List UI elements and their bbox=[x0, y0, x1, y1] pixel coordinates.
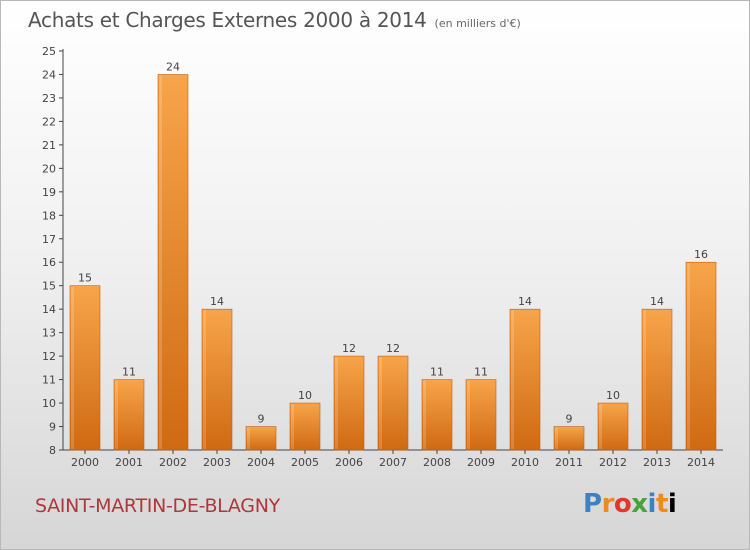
bar-2010 bbox=[509, 308, 541, 451]
bar-2009 bbox=[465, 379, 497, 451]
data-label-2014: 16 bbox=[694, 248, 708, 261]
logo-letter: o bbox=[613, 489, 632, 519]
bar-highlight bbox=[599, 404, 602, 449]
bar-highlight bbox=[159, 75, 162, 450]
y-tick-label: 14 bbox=[42, 303, 56, 316]
logo-letter: i bbox=[647, 489, 657, 519]
x-tick-label: 2013 bbox=[643, 456, 671, 469]
bar-2008 bbox=[421, 379, 453, 451]
x-tick-label: 2014 bbox=[687, 456, 715, 469]
commune-name: SAINT-MARTIN-DE-BLAGNY bbox=[35, 495, 280, 517]
data-label-2011: 9 bbox=[566, 413, 573, 426]
bar-highlight bbox=[379, 357, 382, 449]
y-tick-label: 19 bbox=[42, 186, 56, 199]
data-label-2013: 14 bbox=[650, 295, 664, 308]
y-tick-label: 21 bbox=[42, 139, 56, 152]
logo-letter: t bbox=[655, 489, 668, 519]
data-label-2009: 11 bbox=[474, 366, 488, 379]
y-tick-label: 15 bbox=[42, 280, 56, 293]
data-label-2006: 12 bbox=[342, 342, 356, 355]
data-label-2003: 14 bbox=[210, 295, 224, 308]
x-tick-label: 2000 bbox=[71, 456, 99, 469]
x-tick-label: 2008 bbox=[423, 456, 451, 469]
bar-highlight bbox=[71, 286, 74, 449]
axes: 8 9 10 11 12 13 14 15 16 17 18 19 20 21 22 23 24 25 2000 20… bbox=[42, 45, 723, 469]
y-tick-label: 22 bbox=[42, 115, 56, 128]
data-label-2000: 15 bbox=[78, 272, 92, 285]
y-tick-label: 10 bbox=[42, 397, 56, 410]
logo-letter: P bbox=[583, 489, 602, 519]
data-label-2008: 11 bbox=[430, 366, 444, 379]
x-tick-label: 2004 bbox=[247, 456, 275, 469]
data-label-2010: 14 bbox=[518, 295, 532, 308]
y-tick-label: 11 bbox=[42, 374, 56, 387]
bar-2000 bbox=[69, 285, 101, 451]
bar-highlight bbox=[203, 310, 206, 449]
y-tick-label: 20 bbox=[42, 162, 56, 175]
x-tick-label: 2010 bbox=[511, 456, 539, 469]
logo-letter: r bbox=[601, 489, 615, 519]
logo-letter: x bbox=[631, 489, 648, 519]
y-tick-label: 25 bbox=[42, 45, 56, 58]
x-tick-label: 2011 bbox=[555, 456, 583, 469]
proxiti-logo[interactable]: Proxiti bbox=[583, 489, 677, 519]
bar-2004 bbox=[245, 426, 277, 451]
bar-2011 bbox=[553, 426, 585, 451]
bar-highlight bbox=[555, 427, 558, 449]
chart-title: Achats et Charges Externes 2000 à 2014 (e… bbox=[28, 8, 521, 32]
bars bbox=[69, 74, 717, 451]
bar-2013 bbox=[641, 308, 673, 451]
bar-highlight bbox=[423, 380, 426, 449]
bar-2012 bbox=[597, 402, 629, 451]
chart-unit: (en milliers d'€) bbox=[434, 17, 521, 30]
bar-2002 bbox=[157, 74, 189, 451]
bar-highlight bbox=[247, 427, 250, 449]
bar-highlight bbox=[643, 310, 646, 449]
data-label-2005: 10 bbox=[298, 389, 312, 402]
bar-2005 bbox=[289, 402, 321, 451]
y-tick-label: 13 bbox=[42, 327, 56, 340]
x-tick-label: 2002 bbox=[159, 456, 187, 469]
bar-2007 bbox=[377, 355, 409, 451]
data-labels: 15 11 24 14 9 10 12 12 11 11 14 9 10 14 16 bbox=[78, 60, 708, 425]
y-tick-label: 24 bbox=[42, 68, 56, 81]
y-tick-label: 9 bbox=[49, 421, 56, 434]
y-tick-label: 16 bbox=[42, 256, 56, 269]
x-tick-label: 2007 bbox=[379, 456, 407, 469]
bar-highlight bbox=[687, 263, 690, 449]
data-label-2004: 9 bbox=[258, 413, 265, 426]
y-tick-label: 23 bbox=[42, 92, 56, 105]
chart-title-text: Achats et Charges Externes 2000 à 2014 bbox=[28, 8, 427, 32]
x-tick-label: 2006 bbox=[335, 456, 363, 469]
bar-highlight bbox=[115, 380, 118, 449]
bar-2001 bbox=[113, 379, 145, 451]
data-label-2001: 11 bbox=[122, 366, 136, 379]
bar-2006 bbox=[333, 355, 365, 451]
data-label-2012: 10 bbox=[606, 389, 620, 402]
x-tick-label: 2009 bbox=[467, 456, 495, 469]
data-label-2002: 24 bbox=[166, 60, 180, 73]
bar-highlight bbox=[291, 404, 294, 449]
x-tick-label: 2001 bbox=[115, 456, 143, 469]
y-tick-label: 8 bbox=[49, 444, 56, 457]
data-label-2007: 12 bbox=[386, 342, 400, 355]
x-tick-label: 2005 bbox=[291, 456, 319, 469]
bar-highlight bbox=[467, 380, 470, 449]
logo-letter: i bbox=[667, 489, 677, 519]
bar-2003 bbox=[201, 308, 233, 451]
y-tick-label: 18 bbox=[42, 209, 56, 222]
y-tick-label: 17 bbox=[42, 233, 56, 246]
bar-2014 bbox=[685, 261, 717, 451]
x-tick-label: 2012 bbox=[599, 456, 627, 469]
bar-highlight bbox=[335, 357, 338, 449]
bar-highlight bbox=[511, 310, 514, 449]
y-tick-label: 12 bbox=[42, 350, 56, 363]
x-tick-label: 2003 bbox=[203, 456, 231, 469]
